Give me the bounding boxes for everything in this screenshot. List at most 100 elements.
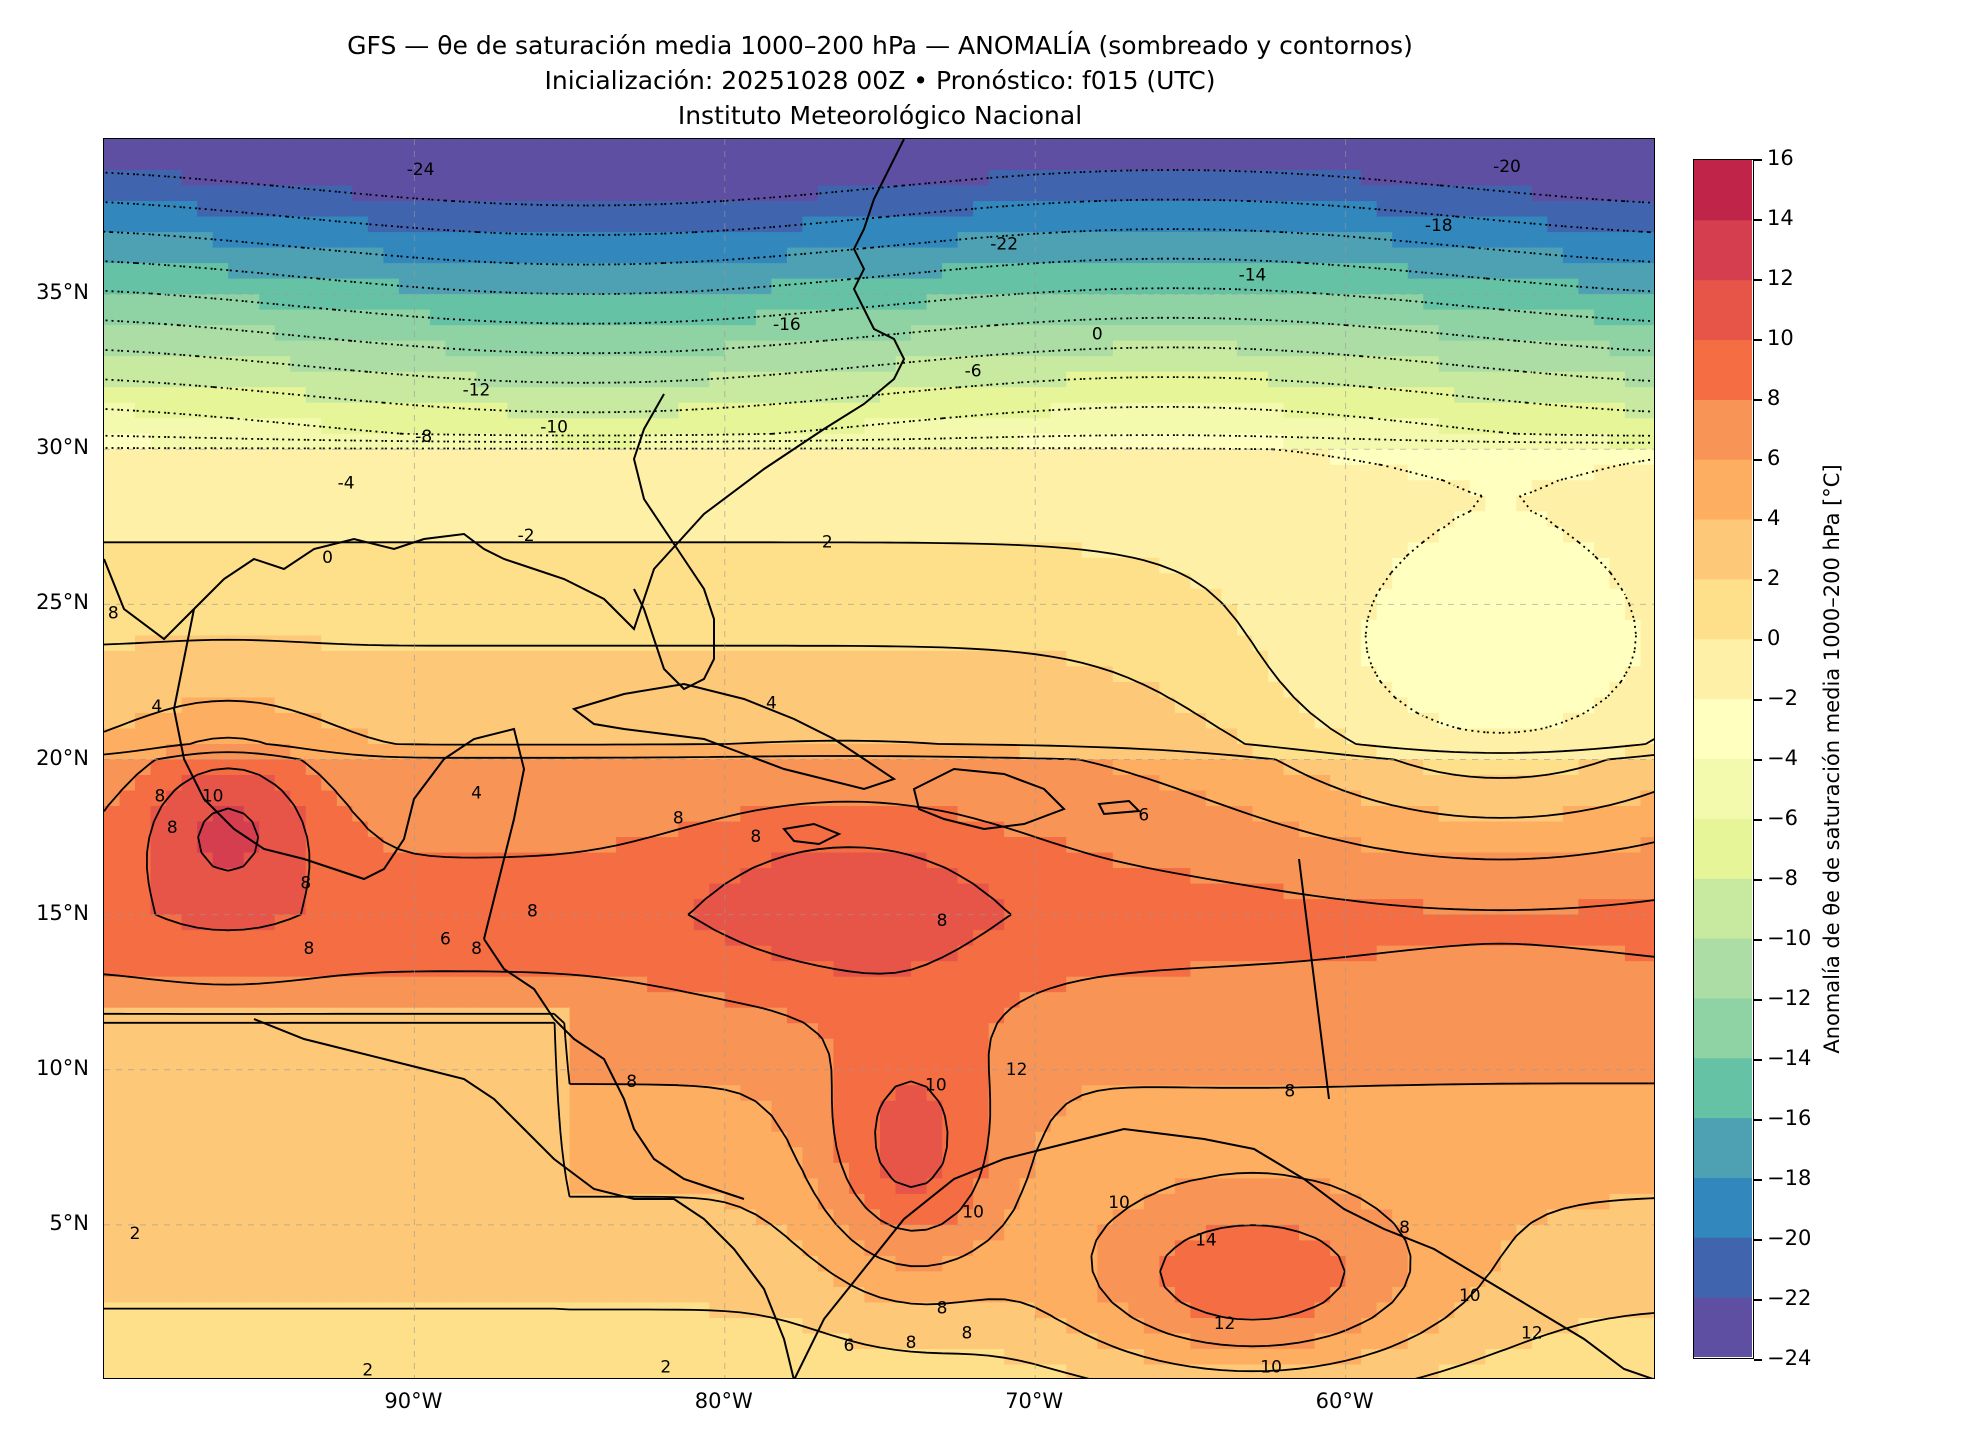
field-cell: [678, 852, 695, 869]
field-cell: [1345, 232, 1362, 249]
field-cell: [709, 619, 726, 636]
field-cell: [942, 635, 959, 652]
field-cell: [274, 449, 291, 466]
field-cell: [367, 263, 384, 280]
field-cell: [119, 806, 136, 823]
field-cell: [1019, 247, 1036, 264]
field-cell: [181, 837, 198, 854]
field-cell: [305, 821, 322, 838]
field-cell: [569, 837, 586, 854]
field-cell: [802, 650, 819, 668]
field-cell: [1593, 666, 1611, 683]
field-cell: [1500, 790, 1517, 807]
field-cell: [1081, 263, 1098, 280]
field-cell: [957, 154, 974, 171]
field-cell: [228, 356, 245, 373]
field-cell: [1423, 232, 1440, 249]
field-cell: [1004, 712, 1021, 730]
field-cell: [786, 635, 803, 652]
field-cell: [880, 278, 897, 295]
field-cell: [1376, 511, 1393, 528]
field-cell: [942, 650, 959, 668]
field-cell: [678, 449, 695, 466]
field-cell: [1531, 480, 1548, 497]
field-cell: [367, 309, 384, 326]
field-cell: [429, 170, 447, 187]
field-cell: [1454, 278, 1471, 295]
field-cell: [336, 495, 353, 512]
field-cell: [104, 868, 121, 885]
field-cell: [1268, 294, 1285, 311]
field-cell: [895, 464, 912, 481]
field-cell: [1361, 557, 1378, 574]
field-cell: [1438, 232, 1455, 249]
field-cell: [554, 697, 571, 714]
field-cell: [973, 790, 990, 807]
field-cell: [166, 542, 183, 559]
field-cell: [802, 387, 819, 404]
field-cell: [569, 635, 586, 652]
field-cell: [1205, 402, 1223, 419]
field-cell: [880, 868, 897, 885]
field-cell: [755, 650, 772, 668]
field-cell: [135, 495, 152, 512]
field-cell: [1050, 728, 1067, 745]
field-cell: [445, 387, 462, 404]
field-cell: [1143, 635, 1160, 652]
field-cell: [538, 278, 555, 295]
field-cell: [895, 883, 912, 900]
field-cell: [1609, 588, 1626, 605]
field-cell: [1454, 604, 1471, 621]
field-cell: [662, 340, 679, 357]
field-cell: [1268, 201, 1285, 218]
field-cell: [104, 775, 121, 792]
field-cell: [1205, 154, 1223, 171]
field-cell: [1578, 743, 1595, 761]
field-cell: [1066, 511, 1083, 528]
field-cell: [724, 495, 741, 512]
field-cell: [554, 139, 571, 156]
field-cell: [942, 588, 959, 605]
field-cell: [786, 201, 803, 218]
field-cell: [600, 449, 617, 466]
field-cell: [1423, 278, 1440, 295]
field-cell: [678, 743, 695, 761]
field-cell: [911, 666, 928, 683]
field-cell: [1500, 495, 1517, 512]
field-cell: [817, 542, 835, 559]
field-cell: [523, 216, 540, 233]
field-cell: [538, 852, 555, 869]
field-cell: [880, 154, 897, 171]
field-cell: [802, 356, 819, 373]
field-cell: [817, 294, 835, 311]
field-cell: [1035, 728, 1052, 745]
field-cell: [988, 232, 1005, 249]
field-cell: [135, 650, 152, 668]
field-cell: [1252, 464, 1269, 481]
field-cell: [1221, 697, 1238, 714]
field-cell: [181, 635, 198, 652]
field-cell: [1376, 526, 1393, 543]
field-cell: [538, 480, 555, 497]
field-cell: [1174, 511, 1191, 528]
field-cell: [1578, 371, 1595, 388]
field-cell: [429, 619, 447, 636]
field-cell: [1299, 464, 1316, 481]
field-cell: [492, 821, 509, 838]
field-cell: [321, 899, 338, 916]
field-cell: [693, 526, 710, 543]
field-cell: [895, 247, 912, 264]
field-cell: [942, 837, 959, 854]
field-cell: [1469, 511, 1486, 528]
field-cell: [786, 356, 803, 373]
field-cell: [616, 154, 633, 171]
field-cell: [1066, 681, 1083, 699]
field-cell: [119, 294, 136, 311]
field-cell: [1345, 263, 1362, 280]
field-cell: [864, 666, 881, 683]
field-cell: [569, 712, 586, 730]
field-cell: [243, 340, 260, 357]
field-cell: [243, 526, 260, 543]
field-cell: [336, 619, 353, 636]
field-cell: [1376, 759, 1393, 776]
